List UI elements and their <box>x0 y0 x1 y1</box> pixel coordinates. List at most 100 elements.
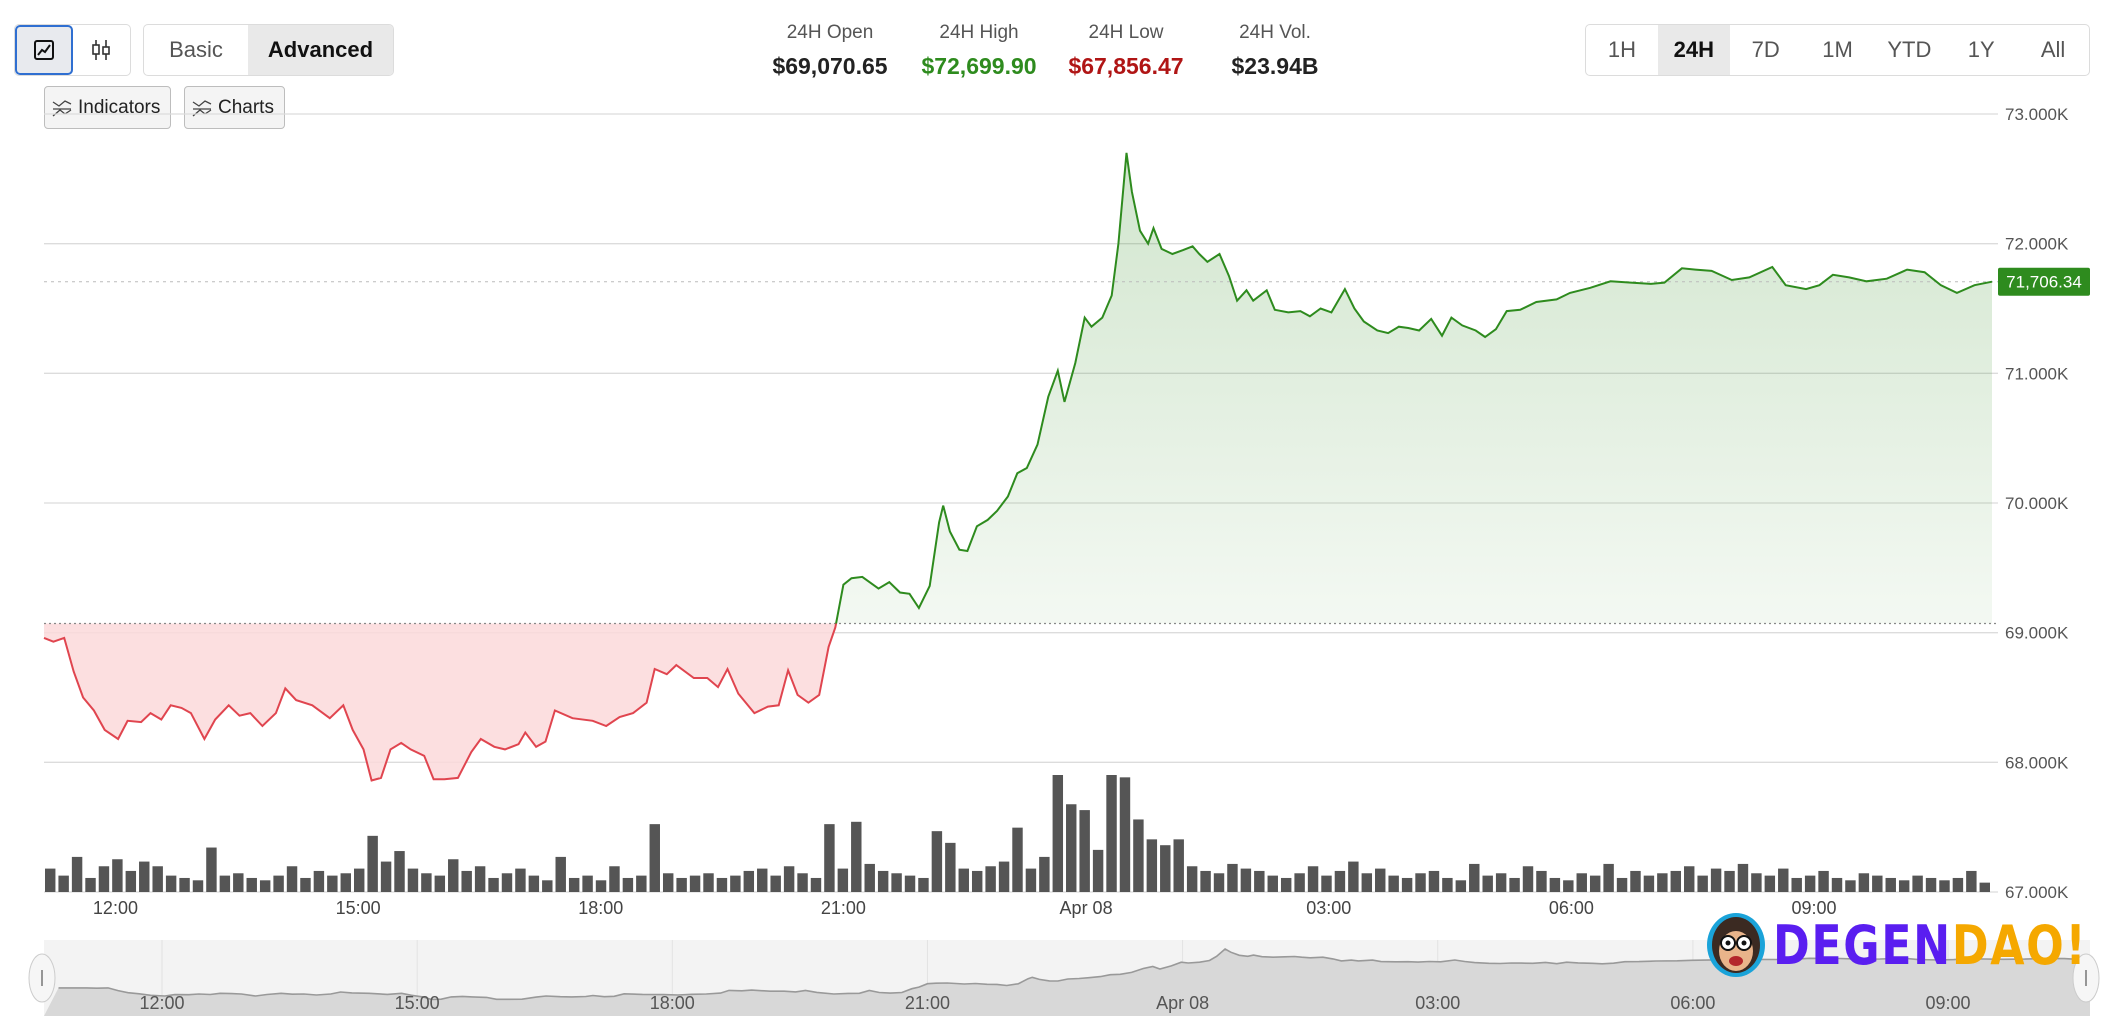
volume-bar <box>1603 863 1614 892</box>
volume-bar <box>555 856 566 892</box>
volume-bar <box>1670 870 1682 892</box>
stat-label: 24H Low <box>1088 22 1164 43</box>
volume-bar <box>219 875 231 892</box>
volume-bar <box>1643 875 1655 892</box>
price-line-up <box>835 152 1993 624</box>
volume-bar <box>206 847 217 892</box>
volume-bar <box>542 880 553 892</box>
volume-bar <box>286 866 298 892</box>
indicators-icon <box>52 99 72 116</box>
volume-bar <box>1952 877 1964 892</box>
navigator-left-handle[interactable] <box>28 953 56 1003</box>
volume-bar <box>1227 863 1238 892</box>
volume-bar <box>1388 875 1399 892</box>
volume-bar <box>851 821 862 892</box>
volume-bar <box>461 870 472 892</box>
navigator-x-label: 18:00 <box>650 993 695 1013</box>
candlestick-icon <box>92 40 111 60</box>
x-axis-label: 21:00 <box>821 898 866 918</box>
volume-bar <box>1039 856 1050 892</box>
volume-bar <box>810 877 822 892</box>
volume-bar <box>1724 870 1735 892</box>
line-chart-button[interactable] <box>15 25 73 75</box>
range-1m-button[interactable]: 1M <box>1822 37 1853 62</box>
volume-bar <box>1267 875 1278 892</box>
x-axis-label: 15:00 <box>336 898 381 918</box>
navigator-area <box>44 949 2090 1016</box>
volume-bar <box>1589 875 1601 892</box>
volume-bar <box>300 877 311 892</box>
volume-bar <box>891 873 902 892</box>
volume-bar <box>152 866 163 892</box>
y-axis-label: 70.000K <box>2005 494 2069 513</box>
navigator-right-handle[interactable] <box>2072 953 2100 1003</box>
volume-bar <box>1280 877 1292 892</box>
volume-bar <box>58 875 69 892</box>
range-24h-button[interactable]: 24H <box>1657 25 1730 75</box>
volume-bar <box>582 875 593 892</box>
volume-bar <box>1778 868 1789 892</box>
volume-bar <box>474 866 486 892</box>
range-1y-button[interactable]: 1Y <box>1967 37 1995 62</box>
volume-bar <box>1818 870 1829 892</box>
basic-mode-button[interactable]: Basic <box>169 37 223 62</box>
volume-bar <box>112 859 123 892</box>
navigator-x-label: 15:00 <box>395 993 440 1013</box>
volume-bar <box>904 875 916 892</box>
volume-bar <box>1160 845 1171 892</box>
advanced-mode-button[interactable]: Advanced <box>248 25 393 75</box>
y-axis-label: 73.000K <box>2005 105 2069 124</box>
indicators-button[interactable]: Indicators <box>44 86 172 129</box>
volume-bar <box>1334 870 1346 892</box>
volume-bar <box>998 861 1010 892</box>
volume-bar <box>1737 863 1749 892</box>
stat-value: $69,070.65 <box>772 53 888 79</box>
volume-bar <box>864 863 875 892</box>
volume-bar <box>1415 873 1426 892</box>
volume-bar <box>1495 873 1507 892</box>
volume-bar <box>1764 875 1776 892</box>
navigator-x-label: 12:00 <box>139 993 184 1013</box>
volume-bar <box>1213 873 1225 892</box>
charts-label: Charts <box>218 96 274 118</box>
chart-type-toggle <box>14 24 131 76</box>
volume-bar <box>1791 877 1802 892</box>
range-7d-button[interactable]: 7D <box>1751 37 1780 62</box>
logo-avatar-icon <box>1707 913 1765 977</box>
range-ytd-button[interactable]: YTD <box>1887 37 1932 62</box>
volume-bar <box>1831 877 1843 892</box>
volume-bar <box>1966 870 1977 892</box>
volume-bar <box>1576 873 1587 892</box>
line-chart-icon <box>33 40 54 60</box>
volume-bar <box>730 875 741 892</box>
volume-bar <box>1751 873 1762 892</box>
volume-bar <box>703 873 714 892</box>
volume-bar <box>770 875 781 892</box>
volume-bar <box>1173 839 1184 892</box>
candlestick-chart-button[interactable] <box>73 25 130 75</box>
charts-button[interactable]: Charts <box>184 86 285 129</box>
volume-bar <box>380 861 392 892</box>
volume-bar <box>1912 875 1923 892</box>
range-1h-button[interactable]: 1H <box>1607 37 1636 62</box>
y-axis-label: 71.000K <box>2005 364 2069 383</box>
volume-bar <box>327 875 338 892</box>
volume-bar <box>1522 866 1534 892</box>
volume-bar <box>71 856 83 892</box>
volume-bar <box>1321 875 1332 892</box>
volume-bar <box>1186 866 1198 892</box>
navigator-x-label: 21:00 <box>905 993 950 1013</box>
stat-label: 24H Open <box>786 22 874 43</box>
volume-bar <box>1146 839 1158 892</box>
volume-bar <box>448 859 459 892</box>
volume-bar <box>676 877 687 892</box>
volume-bar <box>1361 873 1373 892</box>
volume-bar <box>716 877 728 892</box>
volume-bar <box>1254 870 1265 892</box>
volume-bar <box>1442 877 1453 892</box>
volume-bar <box>1630 870 1641 892</box>
volume-bar <box>662 873 674 892</box>
volume-bar <box>488 877 499 892</box>
range-all-button[interactable]: All <box>2040 37 2066 62</box>
volume-bar <box>931 831 943 892</box>
